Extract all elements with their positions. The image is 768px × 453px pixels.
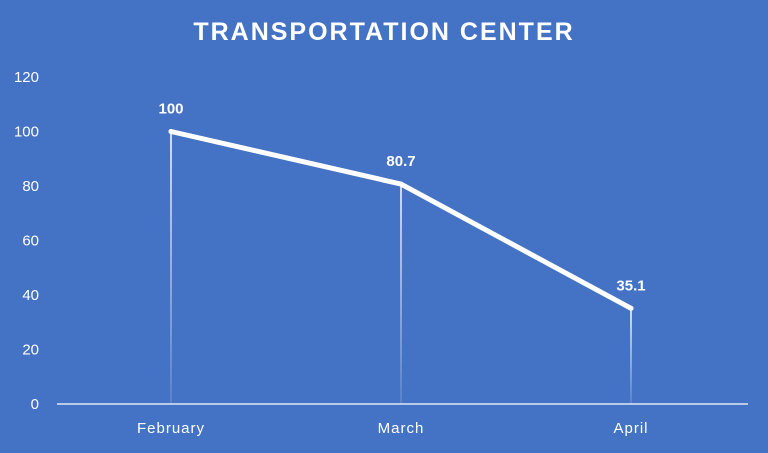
data-point <box>628 305 634 311</box>
chart-title: TRANSPORTATION CENTER <box>193 18 575 46</box>
x-tick-label: February <box>137 420 205 437</box>
y-tick-label: 120 <box>14 69 39 86</box>
y-tick-label: 80 <box>22 178 39 195</box>
drop-line <box>400 184 402 404</box>
x-tick-label: March <box>378 420 425 437</box>
data-label: 100 <box>158 101 183 118</box>
y-tick-label: 40 <box>22 287 39 304</box>
x-tick-label: April <box>613 420 648 437</box>
y-tick-label: 100 <box>14 124 39 141</box>
y-tick-label: 20 <box>22 342 39 359</box>
y-tick-label: 60 <box>22 233 39 250</box>
data-label: 80.7 <box>386 153 415 170</box>
data-point <box>168 129 174 134</box>
drop-line <box>170 131 172 404</box>
data-label: 35.1 <box>616 277 645 294</box>
drop-line <box>630 308 632 404</box>
y-tick-label: 0 <box>31 396 39 413</box>
data-point <box>398 181 404 187</box>
